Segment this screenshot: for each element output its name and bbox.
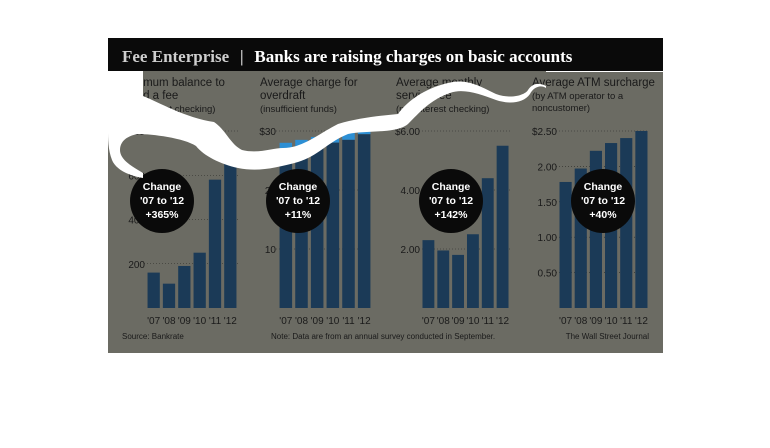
x-tick-label: '12 bbox=[496, 316, 509, 327]
y-tick-label: 1.50 bbox=[538, 198, 558, 209]
panel-title-line: Average ATM surcharge bbox=[532, 77, 655, 89]
bar bbox=[422, 240, 435, 308]
bar bbox=[357, 134, 371, 308]
change-badge-text: Change bbox=[279, 181, 318, 193]
x-tick-label: '07 bbox=[279, 316, 292, 327]
bar bbox=[466, 234, 479, 308]
bar-cap bbox=[279, 142, 293, 152]
x-tick-label: '09 bbox=[311, 316, 324, 327]
bar bbox=[326, 142, 340, 308]
panel-subtitle-line: noncustomer) bbox=[532, 103, 590, 114]
x-tick-label: '09 bbox=[589, 316, 602, 327]
x-tick-label: '08 bbox=[437, 316, 450, 327]
y-tick-label: 2.00 bbox=[538, 162, 558, 173]
change-badge-text: Change bbox=[143, 181, 182, 193]
change-badge-text: '07 to '12 bbox=[140, 195, 184, 207]
bar bbox=[559, 181, 572, 308]
y-tick-label: 10 bbox=[265, 245, 277, 256]
change-badge-text: +11% bbox=[285, 209, 312, 221]
x-tick-label: '11 bbox=[482, 316, 495, 327]
x-tick-label: '12 bbox=[358, 316, 371, 327]
bar bbox=[496, 145, 509, 308]
bar bbox=[147, 272, 160, 308]
x-tick-label: '10 bbox=[466, 316, 479, 327]
y-tick-label: $30 bbox=[259, 127, 276, 138]
change-badge-text: +40% bbox=[589, 209, 617, 221]
bar bbox=[342, 139, 355, 308]
x-tick-label: '11 bbox=[209, 316, 222, 327]
bar bbox=[481, 178, 494, 308]
x-tick-label: '09 bbox=[452, 316, 465, 327]
panel-title-line: Average charge for bbox=[260, 77, 358, 89]
footer-note: Note: Data are from an annual survey con… bbox=[271, 332, 495, 341]
bar bbox=[224, 148, 237, 308]
footer-credit: The Wall Street Journal bbox=[566, 332, 650, 341]
fee-chart-graphic: Fee Enterprise | Banks are raising charg… bbox=[108, 38, 663, 353]
bar bbox=[437, 250, 450, 308]
white-blob-overlay bbox=[108, 71, 663, 178]
x-tick-label: '07 bbox=[559, 316, 572, 327]
panel-subtitle-line: (noninterest checking) bbox=[396, 104, 489, 115]
y-tick-label: 2.00 bbox=[401, 245, 421, 256]
x-tick-label: '08 bbox=[295, 316, 308, 327]
bar-cap bbox=[342, 131, 355, 140]
y-tick-label: 1.00 bbox=[538, 233, 558, 244]
y-tick-label: 0.50 bbox=[538, 269, 558, 280]
footer-source: Source: Bankrate bbox=[122, 332, 184, 341]
bar bbox=[208, 179, 222, 308]
change-badge-text: '07 to '12 bbox=[581, 195, 625, 207]
y-tick-label: 4.00 bbox=[401, 186, 421, 197]
header-bar bbox=[108, 38, 663, 71]
x-tick-label: '09 bbox=[178, 316, 191, 327]
y-tick-label: $6.00 bbox=[395, 127, 420, 138]
panel-subtitle-line: (insufficient funds) bbox=[260, 104, 337, 115]
change-badge bbox=[266, 169, 330, 233]
panel-4: Average ATM surcharge (by ATM operator to… bbox=[532, 77, 655, 327]
change-badge-text: '07 to '12 bbox=[276, 195, 320, 207]
x-tick-label: '08 bbox=[162, 316, 175, 327]
y-tick-label: 400 bbox=[128, 216, 145, 227]
chart-canvas: Fee Enterprise | Banks are raising charg… bbox=[108, 38, 663, 353]
x-tick-label: '11 bbox=[620, 316, 633, 327]
bar bbox=[162, 283, 176, 308]
x-tick-label: '11 bbox=[342, 316, 355, 327]
bar bbox=[178, 265, 191, 308]
change-badge-text: Change bbox=[432, 181, 471, 193]
x-tick-label: '08 bbox=[574, 316, 587, 327]
header-headline: Banks are raising charges on basic accou… bbox=[254, 47, 572, 66]
x-tick-label: '12 bbox=[635, 316, 648, 327]
change-badge bbox=[419, 169, 483, 233]
y-tick-label: 200 bbox=[128, 260, 145, 271]
panel-title-line: Minimum balance to bbox=[122, 77, 225, 89]
x-tick-label: '10 bbox=[326, 316, 339, 327]
x-tick-label: '10 bbox=[605, 316, 618, 327]
bar-cap bbox=[295, 139, 308, 149]
change-badge-text: +365% bbox=[146, 209, 180, 221]
bar bbox=[635, 131, 648, 308]
bar bbox=[452, 254, 465, 308]
header-kicker: Fee Enterprise bbox=[122, 47, 230, 66]
x-tick-label: '10 bbox=[193, 316, 206, 327]
panel-3: Average monthlyservice fee(noninterest c… bbox=[395, 77, 510, 327]
x-tick-label: '07 bbox=[422, 316, 435, 327]
header-separator: | bbox=[240, 47, 244, 66]
change-badge bbox=[130, 169, 194, 233]
panel-title-line: overdraft bbox=[260, 90, 306, 102]
change-badge-text: Change bbox=[584, 181, 623, 193]
panel-subtitle-line: (by ATM operator to a bbox=[532, 91, 624, 102]
bar bbox=[193, 252, 206, 308]
change-badge bbox=[571, 169, 635, 233]
header-title: Fee Enterprise | Banks are raising charg… bbox=[122, 47, 573, 66]
x-tick-label: '12 bbox=[224, 316, 237, 327]
change-badge-text: '07 to '12 bbox=[429, 195, 473, 207]
change-badge-text: +142% bbox=[435, 209, 469, 221]
y-tick-label: $2.50 bbox=[532, 127, 557, 138]
x-tick-label: '07 bbox=[147, 316, 160, 327]
